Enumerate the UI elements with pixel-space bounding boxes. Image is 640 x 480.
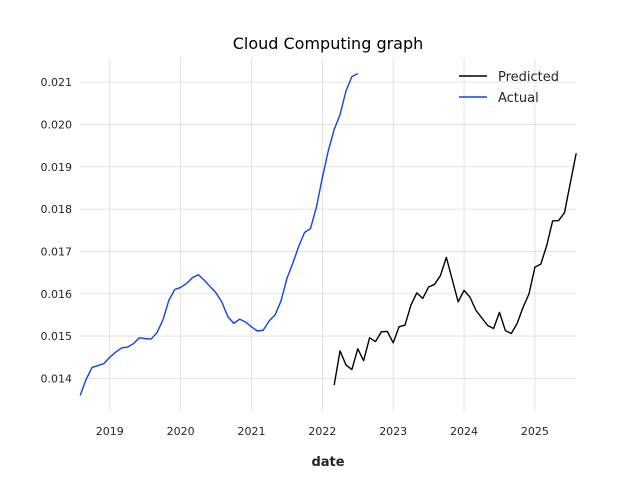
y-tick-label: 0.017	[41, 245, 73, 258]
y-tick-label: 0.020	[41, 118, 73, 131]
y-axis-ticks: 0.014 0.015 0.016 0.017 0.018 0.019 0.020 0.021	[41, 76, 73, 385]
series-lines	[79, 73, 577, 396]
x-tick-label: 2022	[308, 425, 336, 438]
x-axis-label: date	[311, 455, 344, 470]
y-tick-label: 0.014	[41, 372, 73, 385]
legend-label-predicted: Predicted	[498, 70, 559, 85]
x-axis-ticks: 2019 2020 2021 2022 2023 2024 2025	[96, 425, 549, 438]
chart-title: Cloud Computing graph	[233, 34, 424, 53]
grid	[80, 58, 576, 411]
y-tick-label: 0.018	[41, 203, 73, 216]
series-line-actual	[79, 73, 359, 396]
series-line-predicted	[333, 153, 577, 386]
y-tick-label: 0.016	[41, 288, 73, 301]
x-tick-label: 2019	[96, 425, 124, 438]
y-tick-label: 0.015	[41, 330, 73, 343]
legend-label-actual: Actual	[498, 91, 539, 106]
x-tick-label: 2021	[237, 425, 265, 438]
x-tick-label: 2025	[521, 425, 549, 438]
x-tick-label: 2023	[379, 425, 407, 438]
legend: Predicted Actual	[459, 70, 559, 106]
y-tick-label: 0.021	[41, 76, 73, 89]
x-tick-label: 2020	[167, 425, 195, 438]
x-tick-label: 2024	[450, 425, 478, 438]
y-tick-label: 0.019	[41, 161, 73, 174]
